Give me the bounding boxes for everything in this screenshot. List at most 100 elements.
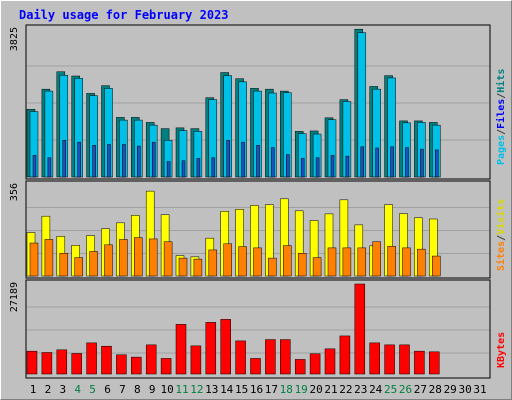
bar-pages-day-4 — [77, 141, 81, 178]
bar-kbytes-day-17 — [265, 339, 276, 375]
x-tick-label-day-30: 30 — [458, 383, 471, 396]
bar-kbytes-day-22 — [339, 335, 351, 375]
bar-pages-day-1 — [32, 155, 37, 178]
bar-pages-day-17 — [271, 147, 275, 178]
bar-pages-day-14 — [226, 139, 230, 178]
bar-kbytes-day-6 — [101, 345, 112, 375]
bar-kbytes-day-15 — [235, 340, 246, 375]
bar-sites-day-24 — [372, 241, 381, 277]
bar-sites-day-27 — [417, 248, 426, 277]
bar-sites-day-26 — [402, 247, 411, 277]
bar-pages-day-13 — [211, 157, 216, 178]
bar-kbytes-day-16 — [250, 358, 261, 375]
bar-pages-day-2 — [47, 157, 52, 178]
ymax-label-hits-files-pages: 3825 — [9, 27, 20, 51]
bar-sites-day-10 — [163, 241, 173, 277]
x-tick-label-day-8: 8 — [134, 383, 141, 396]
bar-kbytes-day-20 — [309, 353, 321, 375]
bar-pages-day-20 — [315, 157, 320, 178]
bar-kbytes-day-2 — [41, 352, 53, 375]
bar-sites-day-6 — [104, 244, 113, 277]
x-tick-label-day-9: 9 — [149, 383, 156, 396]
ymax-label-kbytes: 27189 — [9, 282, 20, 312]
legend-entry-hits-files-pages-2: Files — [495, 99, 507, 129]
bar-kbytes-day-19 — [294, 359, 306, 375]
bar-sites-day-7 — [119, 239, 128, 277]
bar-sites-day-4 — [74, 257, 83, 277]
legend-entry-visits-sites-1: / — [496, 235, 507, 241]
bar-sites-day-5 — [89, 251, 98, 277]
x-tick-label-day-21: 21 — [324, 383, 337, 396]
bar-sites-day-21 — [327, 247, 337, 277]
bar-pages-day-9 — [151, 141, 156, 178]
bar-sites-day-19 — [297, 253, 307, 277]
x-tick-label-day-14: 14 — [220, 383, 234, 396]
x-tick-label-day-26: 26 — [399, 383, 412, 396]
x-tick-label-day-3: 3 — [59, 383, 66, 396]
bar-sites-day-20 — [312, 257, 322, 277]
bar-pages-day-5 — [92, 145, 96, 178]
legend-entry-hits-files-pages-0: Pages — [496, 135, 507, 165]
x-tick-label-day-1: 1 — [30, 383, 37, 396]
x-tick-label-day-31: 31 — [473, 383, 486, 396]
x-tick-label-day-6: 6 — [104, 383, 111, 396]
bar-kbytes-day-10 — [160, 358, 172, 375]
legend-hits-files-pages: Pages/Files/Hits — [495, 69, 507, 165]
x-tick-label-day-18: 18 — [280, 383, 293, 396]
bar-sites-day-25 — [387, 246, 396, 277]
x-tick-label-day-17: 17 — [265, 383, 278, 396]
bar-sites-day-1 — [29, 242, 39, 277]
bar-sites-day-11 — [178, 257, 188, 277]
x-tick-label-day-28: 28 — [429, 383, 442, 396]
bar-pages-day-23 — [360, 146, 365, 178]
x-tick-label-day-15: 15 — [235, 383, 248, 396]
x-tick-label-day-16: 16 — [250, 383, 263, 396]
x-tick-label-day-2: 2 — [45, 383, 52, 396]
bar-kbytes-day-21 — [324, 348, 336, 375]
bar-kbytes-day-27 — [414, 350, 425, 375]
bar-kbytes-day-25 — [384, 344, 395, 375]
bar-sites-day-8 — [134, 237, 143, 277]
x-tick-label-day-24: 24 — [369, 383, 383, 396]
bar-sites-day-28 — [432, 255, 441, 277]
bar-pages-day-26 — [405, 147, 409, 178]
bar-pages-day-22 — [345, 155, 350, 178]
bar-pages-day-15 — [241, 141, 245, 178]
bar-pages-day-11 — [181, 160, 186, 178]
bar-sites-day-9 — [148, 238, 158, 277]
legend-entry-hits-files-pages-4: Hits — [495, 69, 507, 93]
ymax-label-visits-sites: 356 — [9, 183, 20, 201]
x-tick-label-day-27: 27 — [414, 383, 427, 396]
bar-kbytes-day-23 — [354, 283, 366, 375]
bar-sites-day-22 — [342, 247, 352, 277]
bar-kbytes-day-1 — [26, 350, 38, 375]
bar-kbytes-day-12 — [190, 345, 202, 375]
bar-kbytes-day-26 — [399, 344, 410, 375]
bar-sites-day-13 — [208, 249, 218, 277]
bar-kbytes-day-13 — [205, 322, 217, 375]
bar-kbytes-day-3 — [56, 349, 68, 375]
bar-pages-day-6 — [107, 144, 111, 178]
chart-title: Daily usage for February 2023 — [19, 8, 229, 22]
x-tick-label-day-29: 29 — [444, 383, 457, 396]
bar-kbytes-day-9 — [145, 344, 157, 375]
x-tick-label-day-25: 25 — [384, 383, 397, 396]
bar-sites-day-23 — [357, 247, 367, 277]
bar-kbytes-day-28 — [429, 351, 440, 375]
bar-kbytes-day-24 — [369, 342, 380, 375]
bar-pages-day-16 — [256, 145, 260, 178]
x-tick-label-day-11: 11 — [175, 383, 188, 396]
legend-visits-sites: Sites/Visits — [495, 199, 507, 271]
bar-pages-day-8 — [137, 145, 141, 178]
bar-sites-day-2 — [44, 239, 54, 277]
bar-kbytes-day-7 — [116, 354, 127, 375]
x-tick-label-day-4: 4 — [74, 383, 81, 396]
bar-sites-day-15 — [238, 246, 247, 277]
bar-sites-day-16 — [253, 247, 262, 277]
bar-pages-day-10 — [166, 161, 171, 178]
bar-kbytes-day-5 — [86, 342, 97, 375]
legend-entry-visits-sites-0: Sites — [495, 241, 507, 271]
x-tick-label-day-10: 10 — [160, 383, 173, 396]
x-tick-label-day-20: 20 — [309, 383, 322, 396]
